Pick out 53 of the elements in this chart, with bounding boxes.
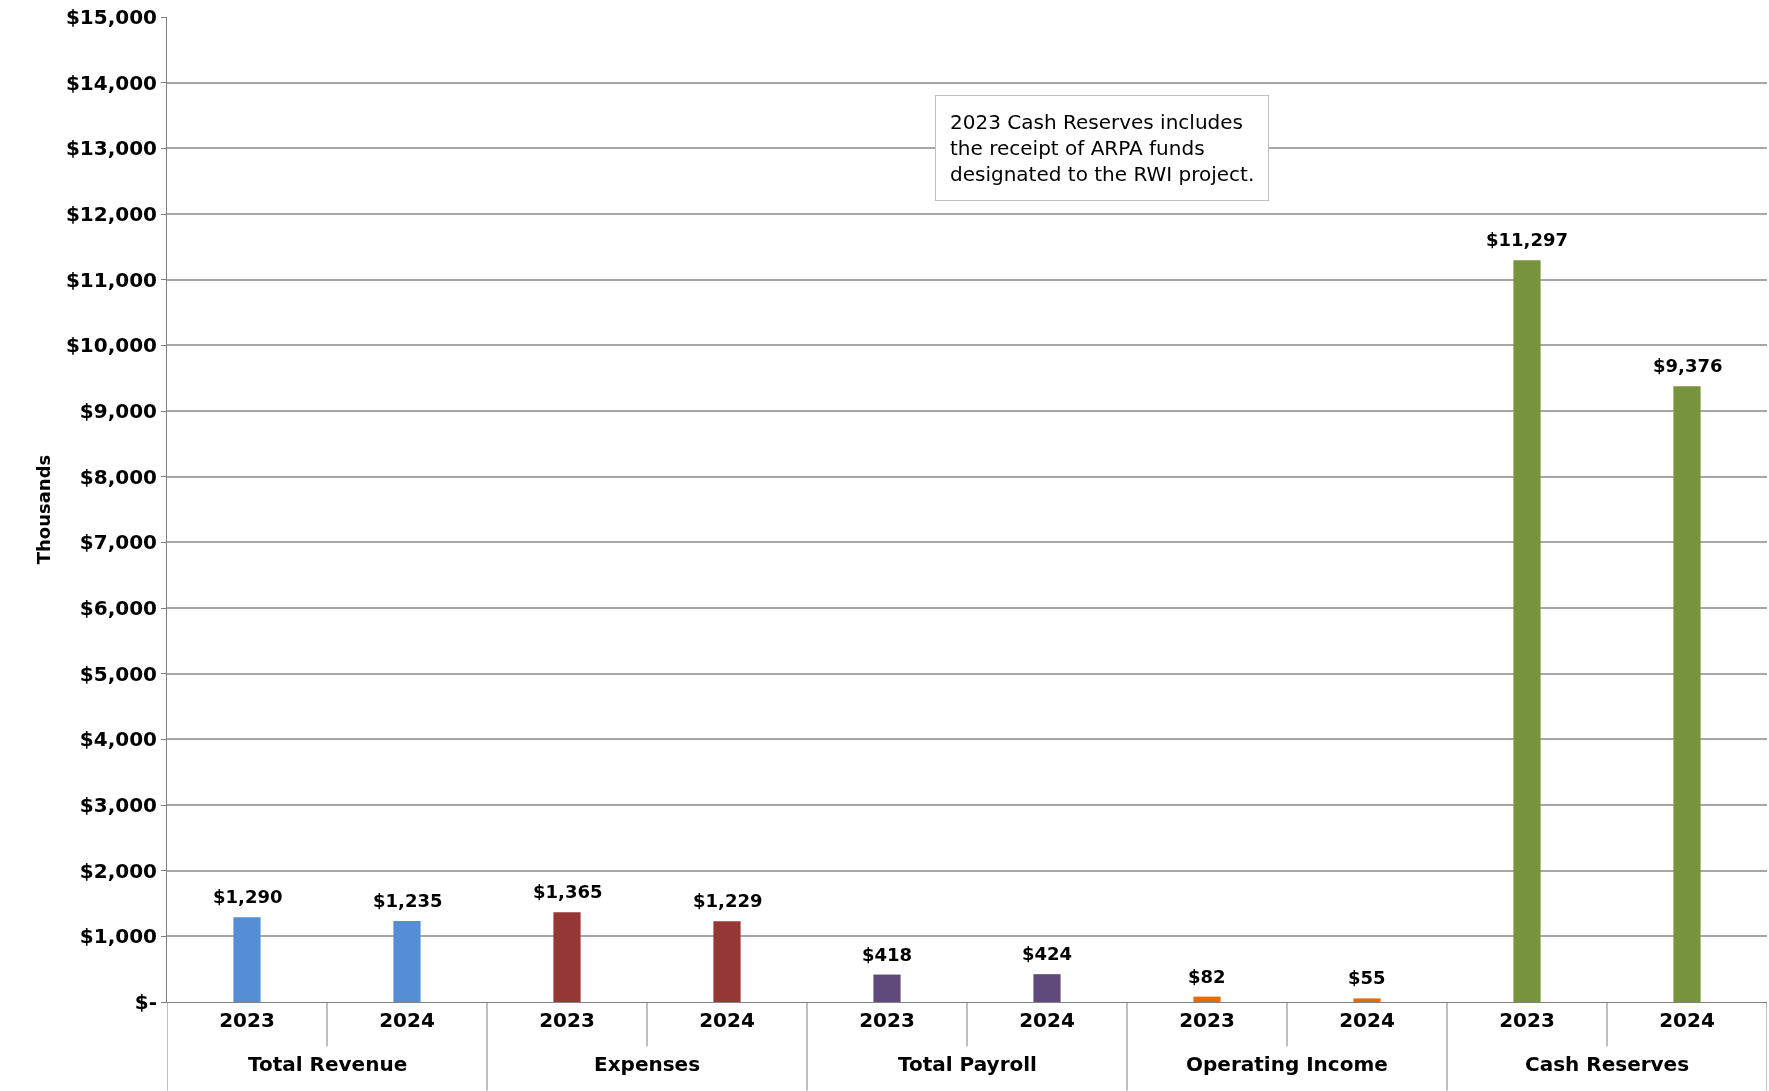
text: Total Payroll (898, 1052, 1037, 1076)
x-tick-label: 2023 (859, 1008, 915, 1032)
x-tick-label: 2024 (1019, 1008, 1075, 1032)
x-tick-label: 2023 (1179, 1008, 1235, 1032)
data-label: $82 (1188, 966, 1226, 987)
y-tick-label: $3,000 (79, 793, 157, 817)
x-tick-label: 2023 (219, 1008, 275, 1032)
x-tick-label: 2023 (1499, 1008, 1555, 1032)
y-tick-label: $11,000 (65, 267, 157, 292)
bar (233, 917, 261, 1002)
data-label: $1,290 (213, 886, 283, 907)
bar (1193, 996, 1221, 1002)
x-tick-label: 2024 (699, 1008, 755, 1032)
data-label: $1,365 (533, 881, 603, 902)
data-label: $1,235 (373, 890, 443, 911)
y-tick-label: $10,000 (65, 333, 157, 358)
annotation: 2023 Cash Reserves includes the receipt of ARPA funds designated to the RWI project. (950, 110, 1255, 186)
bar (1513, 260, 1541, 1002)
y-tick-label: $12,000 (65, 202, 157, 226)
y-tick-label: $14,000 (65, 70, 157, 95)
y-tick-label: $15,000 (65, 5, 157, 29)
y-tick-label: $- (134, 990, 157, 1014)
y-axis-title: Thousands (33, 454, 55, 565)
y-tick-label: $4,000 (79, 727, 157, 752)
bar (1673, 386, 1701, 1002)
y-tick-label: $2,000 (79, 858, 157, 883)
text: Operating Income (1186, 1052, 1388, 1076)
data-label: $9,376 (1653, 355, 1723, 376)
bar (1033, 974, 1061, 1002)
text: Expenses (594, 1052, 701, 1076)
bar (713, 921, 741, 1002)
text: Cash Reserves (1525, 1052, 1690, 1076)
y-tick-label: $9,000 (79, 399, 157, 423)
y-tick-label: $8,000 (79, 464, 157, 489)
data-label: $424 (1022, 943, 1073, 964)
data-label: $418 (862, 944, 913, 965)
bar (553, 912, 581, 1002)
y-tick-label: $13,000 (65, 136, 157, 161)
data-label: $11,297 (1486, 229, 1568, 250)
bar (393, 920, 421, 1002)
y-tick-label: $7,000 (79, 530, 157, 555)
y-tick-label: $1,000 (79, 924, 157, 949)
x-tick-label: 2024 (1659, 1008, 1715, 1032)
x-tick-label: 2024 (379, 1008, 435, 1032)
y-tick-label: $6,000 (79, 596, 157, 620)
bar (1353, 998, 1381, 1002)
text: Total Revenue (248, 1052, 408, 1076)
x-tick-label: 2024 (1339, 1008, 1395, 1032)
data-label: $1,229 (693, 890, 763, 911)
data-label: $55 (1348, 967, 1386, 988)
y-tick-label: $5,000 (79, 661, 157, 686)
bar (873, 974, 901, 1002)
x-tick-label: 2023 (539, 1008, 595, 1032)
